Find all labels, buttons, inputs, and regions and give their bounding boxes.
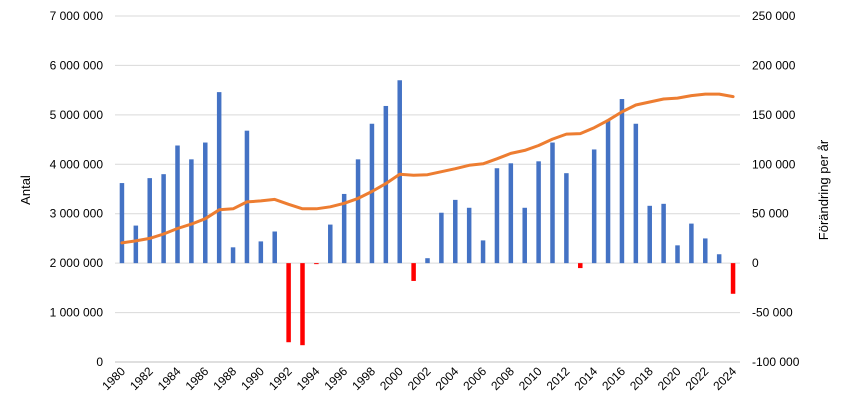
bar-1981 xyxy=(133,225,139,264)
x-tick-label: 1990 xyxy=(238,364,267,393)
bar-2014 xyxy=(591,149,597,264)
x-tick-label: 2022 xyxy=(683,364,712,393)
bar-series xyxy=(119,80,736,346)
bar-1996 xyxy=(341,193,347,264)
bar-2019 xyxy=(661,203,666,264)
bar-1983 xyxy=(161,174,166,264)
x-tick-label: 1986 xyxy=(183,364,212,393)
right-tick-label: 0 xyxy=(752,256,759,270)
bar-2024 xyxy=(730,263,736,294)
bar-1989 xyxy=(244,130,250,264)
bar-1982 xyxy=(147,178,152,264)
bar-1993 xyxy=(300,263,305,346)
bar-2018 xyxy=(647,205,652,264)
x-tick-label: 2008 xyxy=(488,364,517,393)
bar-1985 xyxy=(189,159,194,264)
bar-2008 xyxy=(508,163,514,264)
bar-2003 xyxy=(439,212,444,264)
bar-2022 xyxy=(703,238,708,264)
x-tick-label: 1994 xyxy=(294,364,323,393)
bar-2009 xyxy=(522,207,527,264)
right-tick-label: -50 000 xyxy=(752,306,793,320)
bar-2021 xyxy=(689,223,694,264)
right-tick-label: 50 000 xyxy=(752,207,789,221)
x-tick-label: 2004 xyxy=(433,364,462,393)
x-tick-label: 2018 xyxy=(627,364,656,393)
bar-2002 xyxy=(425,258,430,264)
x-tick-label: 1992 xyxy=(266,364,295,393)
x-tick-label: 1980 xyxy=(99,364,128,393)
right-tick-label: 250 000 xyxy=(752,9,796,23)
bar-1998 xyxy=(369,123,375,264)
bar-2006 xyxy=(480,240,486,264)
bar-2000 xyxy=(397,80,402,264)
x-tick-label: 1982 xyxy=(127,364,156,393)
x-tick-label: 1984 xyxy=(155,364,184,393)
x-tick-label: 2024 xyxy=(710,364,739,393)
bar-1980 xyxy=(119,183,125,264)
left-tick-label: 5 000 000 xyxy=(50,108,104,122)
bar-1987 xyxy=(216,92,222,264)
bar-2011 xyxy=(550,142,555,264)
left-tick-label: 0 xyxy=(96,355,103,369)
x-tick-label: 1988 xyxy=(210,364,239,393)
line-path xyxy=(120,92,735,245)
left-axis: 0 1 000 000 2 000 000 3 000 000 4 000 000 5 0… xyxy=(50,9,104,369)
bar-1994 xyxy=(314,263,319,265)
right-tick-label: 100 000 xyxy=(752,157,796,171)
bar-2023 xyxy=(716,254,722,264)
x-tick-label: 2020 xyxy=(655,364,684,393)
bar-2017 xyxy=(633,123,639,264)
bar-1990 xyxy=(258,241,264,264)
line-series xyxy=(120,92,735,245)
bar-1997 xyxy=(355,159,361,264)
right-axis: -100 000 -50 000 0 50 000 100 000 150 000 200 … xyxy=(752,9,800,369)
bar-2015 xyxy=(605,119,611,264)
right-tick-label: 200 000 xyxy=(752,58,796,72)
bar-2016 xyxy=(619,99,625,264)
bar-1995 xyxy=(328,224,333,264)
bar-2005 xyxy=(466,207,472,264)
left-tick-label: 3 000 000 xyxy=(50,207,104,221)
x-tick-label: 2010 xyxy=(516,364,545,393)
bar-1992 xyxy=(286,263,291,343)
x-tick-label: 1998 xyxy=(349,364,378,393)
bar-1991 xyxy=(272,231,277,264)
bar-1984 xyxy=(175,145,180,264)
x-tick-label: 2012 xyxy=(544,364,573,393)
right-tick-label: 150 000 xyxy=(752,108,796,122)
x-tick-label: 2016 xyxy=(599,364,628,393)
bar-2010 xyxy=(536,161,541,264)
x-tick-label: 2000 xyxy=(377,364,406,393)
bar-2013 xyxy=(578,263,583,269)
x-tick-label: 2014 xyxy=(572,364,601,393)
bar-1986 xyxy=(203,142,208,264)
bar-2007 xyxy=(494,168,500,264)
bar-1988 xyxy=(230,247,236,264)
left-tick-label: 4 000 000 xyxy=(50,157,104,171)
gridlines xyxy=(115,15,740,363)
x-tick-label: 2006 xyxy=(460,364,489,393)
x-axis: 1980198219841986198819901992199419961998… xyxy=(99,361,740,393)
left-tick-label: 2 000 000 xyxy=(50,256,104,270)
left-axis-title: Antal xyxy=(18,175,33,205)
right-axis-title: Förändring per år xyxy=(816,139,831,240)
bar-2001 xyxy=(411,263,416,281)
bar-2004 xyxy=(453,199,458,264)
x-tick-label: 1996 xyxy=(322,364,351,393)
x-tick-label: 2002 xyxy=(405,364,434,393)
right-tick-label: -100 000 xyxy=(752,355,800,369)
left-tick-label: 6 000 000 xyxy=(50,58,104,72)
bar-2012 xyxy=(564,173,569,264)
left-tick-label: 1 000 000 xyxy=(50,306,104,320)
left-tick-label: 7 000 000 xyxy=(50,9,104,23)
bar-2020 xyxy=(675,245,680,264)
